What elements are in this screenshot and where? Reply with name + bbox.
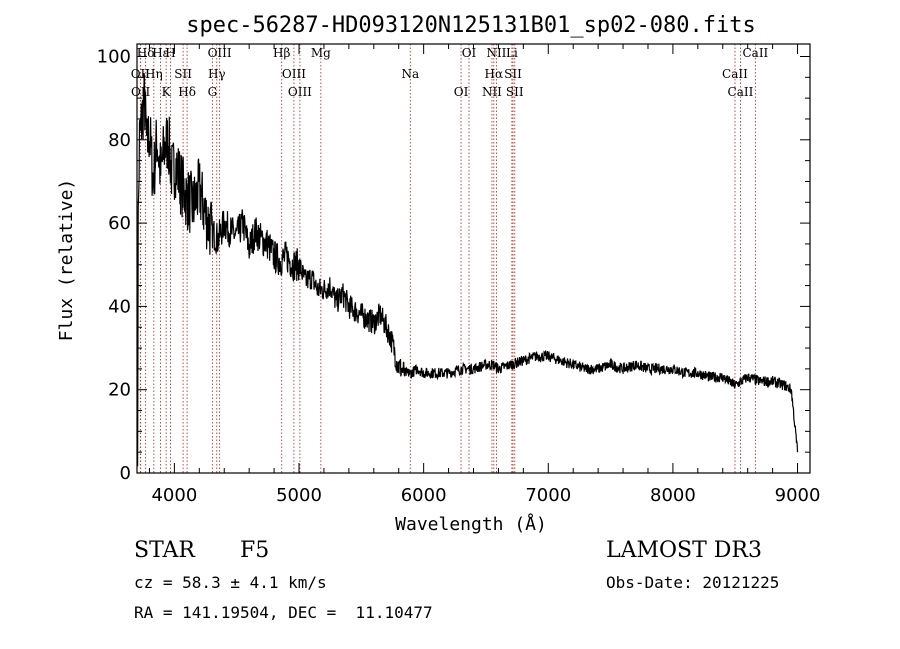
x-tick-label: 7000 — [525, 485, 571, 506]
flux-series-line — [136, 72, 799, 467]
y-tick-label: 80 — [108, 130, 131, 151]
spectral-line-label: H — [165, 46, 175, 60]
observation-date: Obs-Date: 20121225 — [606, 573, 780, 592]
plot-frame — [136, 43, 811, 474]
spectral-line-label: CaII — [742, 46, 768, 60]
spectral-line-label: Mg — [311, 46, 331, 60]
spectral-line-label: OI — [454, 85, 469, 99]
spectral-line-label: SII — [504, 67, 522, 81]
spectral-line-label: OII — [131, 67, 151, 81]
spectral-line-label: OIII — [208, 46, 232, 60]
spectral-line-label: OIII — [288, 85, 312, 99]
spectral-line-label: Hε — [152, 46, 169, 60]
y-axis-label: Flux (relative) — [56, 179, 77, 342]
redshift-cz: cz = 58.3 ± 4.1 km/s — [134, 573, 327, 592]
spectral-line-label: Na — [401, 67, 419, 81]
spectral-line-label: Li — [506, 46, 518, 60]
spectral-line-label: OI — [462, 46, 477, 60]
x-tick-label: 8000 — [650, 485, 696, 506]
y-axis: 0 20 40 60 80 100 — [97, 46, 810, 484]
spectral-line-label: Hδ — [178, 85, 196, 99]
spectral-line-label: K — [162, 85, 172, 99]
spectral-line-label: NII — [482, 85, 502, 99]
spectral-line-label: Hα — [485, 67, 504, 81]
spectral-line-labels: HδOIIOIIHεHηKHSIIHδOIIIHγGHβOIIIOIIIMgNa… — [131, 46, 769, 99]
spectral-line-label: NII — [486, 46, 506, 60]
y-tick-label: 20 — [108, 380, 131, 401]
x-tick-label: 6000 — [401, 485, 447, 506]
x-tick-label: 9000 — [775, 485, 821, 506]
spectral-line-label: SII — [174, 67, 192, 81]
x-axis: 4000 5000 6000 7000 8000 9000 — [148, 44, 821, 506]
survey-name: LAMOST DR3 — [606, 538, 762, 563]
spectral-line-label: CaII — [728, 85, 754, 99]
spectral-line-label: Hη — [145, 67, 163, 81]
chart-title: spec-56287-HD093120N125131B01_sp02-080.f… — [186, 13, 756, 38]
spectral-line-label: Hβ — [273, 46, 290, 60]
y-tick-label: 40 — [108, 296, 131, 317]
y-tick-label: 0 — [120, 463, 131, 484]
spectrum-chart: spec-56287-HD093120N125131B01_sp02-080.f… — [56, 13, 821, 535]
spectral-line-label: CaII — [722, 67, 748, 81]
object-subclass: F5 — [240, 538, 270, 563]
x-tick-label: 5000 — [276, 485, 322, 506]
spectral-line-label: G — [208, 85, 218, 99]
spectral-lines — [139, 44, 756, 473]
x-tick-label: 4000 — [151, 485, 197, 506]
ra-dec-coordinates: RA = 141.19504, DEC = 11.10477 — [134, 603, 433, 622]
spectral-line-label: OIII — [282, 67, 306, 81]
spectral-line-label: SII — [506, 85, 524, 99]
y-tick-label: 100 — [97, 46, 131, 67]
y-tick-label: 60 — [108, 213, 131, 234]
spectral-line-label: OII — [131, 85, 151, 99]
object-class: STAR — [134, 538, 195, 563]
spectral-line-label: Hγ — [208, 67, 226, 81]
x-axis-label: Wavelength (Å) — [395, 513, 547, 535]
